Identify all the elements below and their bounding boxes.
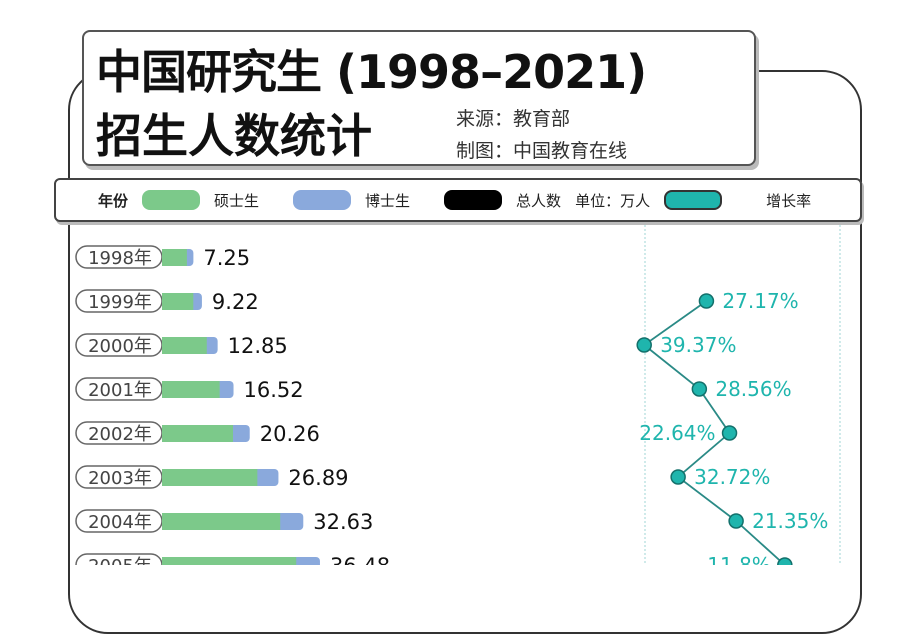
legend-swatch-total [444, 190, 503, 210]
year-label: 2002年 [88, 424, 152, 445]
chart-svg: 1998年 7.25 1999年 9.22 2000年 12.85 2001年 16.52 20… [75, 225, 841, 565]
maker-text: 制图：中国教育在线 [456, 140, 628, 162]
bar-master [162, 425, 234, 442]
legend-swatch-growth [664, 190, 723, 210]
growth-label: 21.35% [752, 509, 828, 533]
year-label: 2003年 [88, 468, 152, 489]
growth-point [670, 469, 686, 485]
legend-swatch-master [142, 190, 201, 210]
year-pill [75, 553, 163, 565]
year-label: 2005年 [88, 556, 152, 565]
bar-master [162, 557, 297, 565]
legend-year: 年份 [98, 191, 129, 210]
growth-point [691, 381, 708, 397]
bar-master [162, 249, 187, 266]
bar-master [162, 293, 194, 310]
total-label: 20.26 [260, 422, 320, 446]
growth-label: 11.8% [707, 553, 771, 565]
growth-label: 27.17% [722, 289, 798, 313]
bar-master [162, 337, 207, 354]
legend-master: 硕士生 [214, 191, 260, 210]
title-line1: 中国研究生 (1998–2021) [96, 45, 647, 99]
legend-swatch-doctor [293, 190, 352, 210]
year-label: 1998年 [88, 248, 152, 269]
year-label: 2000年 [88, 336, 152, 357]
source-text: 来源：教育部 [456, 108, 571, 130]
growth-label: 32.72% [694, 465, 770, 489]
total-label: 32.63 [313, 510, 373, 534]
total-label: 26.89 [288, 466, 348, 490]
growth-point [728, 513, 744, 529]
year-label: 2004年 [88, 512, 152, 533]
total-label: 12.85 [228, 334, 288, 358]
growth-point [698, 293, 715, 309]
legend-unit: 单位：万人 [575, 191, 651, 210]
total-label: 36.48 [330, 554, 390, 565]
total-label: 7.25 [203, 246, 250, 270]
title-box: 中国研究生 (1998–2021) 招生人数统计 来源：教育部 制图：中国教育在… [82, 30, 756, 166]
legend: 年份 硕士生 博士生 总人数 单位：万人 增长率 [54, 178, 862, 222]
bar-master [162, 469, 258, 486]
total-label: 16.52 [244, 378, 304, 402]
year-label: 1999年 [88, 292, 152, 313]
legend-total: 总人数 [516, 191, 562, 210]
year-label: 2001年 [88, 380, 152, 401]
growth-point [636, 337, 652, 353]
growth-point [777, 557, 793, 565]
growth-label: 22.64% [639, 421, 715, 445]
growth-label: 39.37% [660, 333, 736, 357]
bar-master [162, 513, 281, 530]
growth-point [721, 425, 738, 441]
legend-growth: 增长率 [766, 191, 812, 210]
growth-label: 28.56% [715, 377, 791, 401]
total-label: 9.22 [212, 290, 259, 314]
title-line2: 招生人数统计 [96, 109, 372, 163]
legend-doctor: 博士生 [365, 191, 411, 210]
bar-master [162, 381, 220, 398]
